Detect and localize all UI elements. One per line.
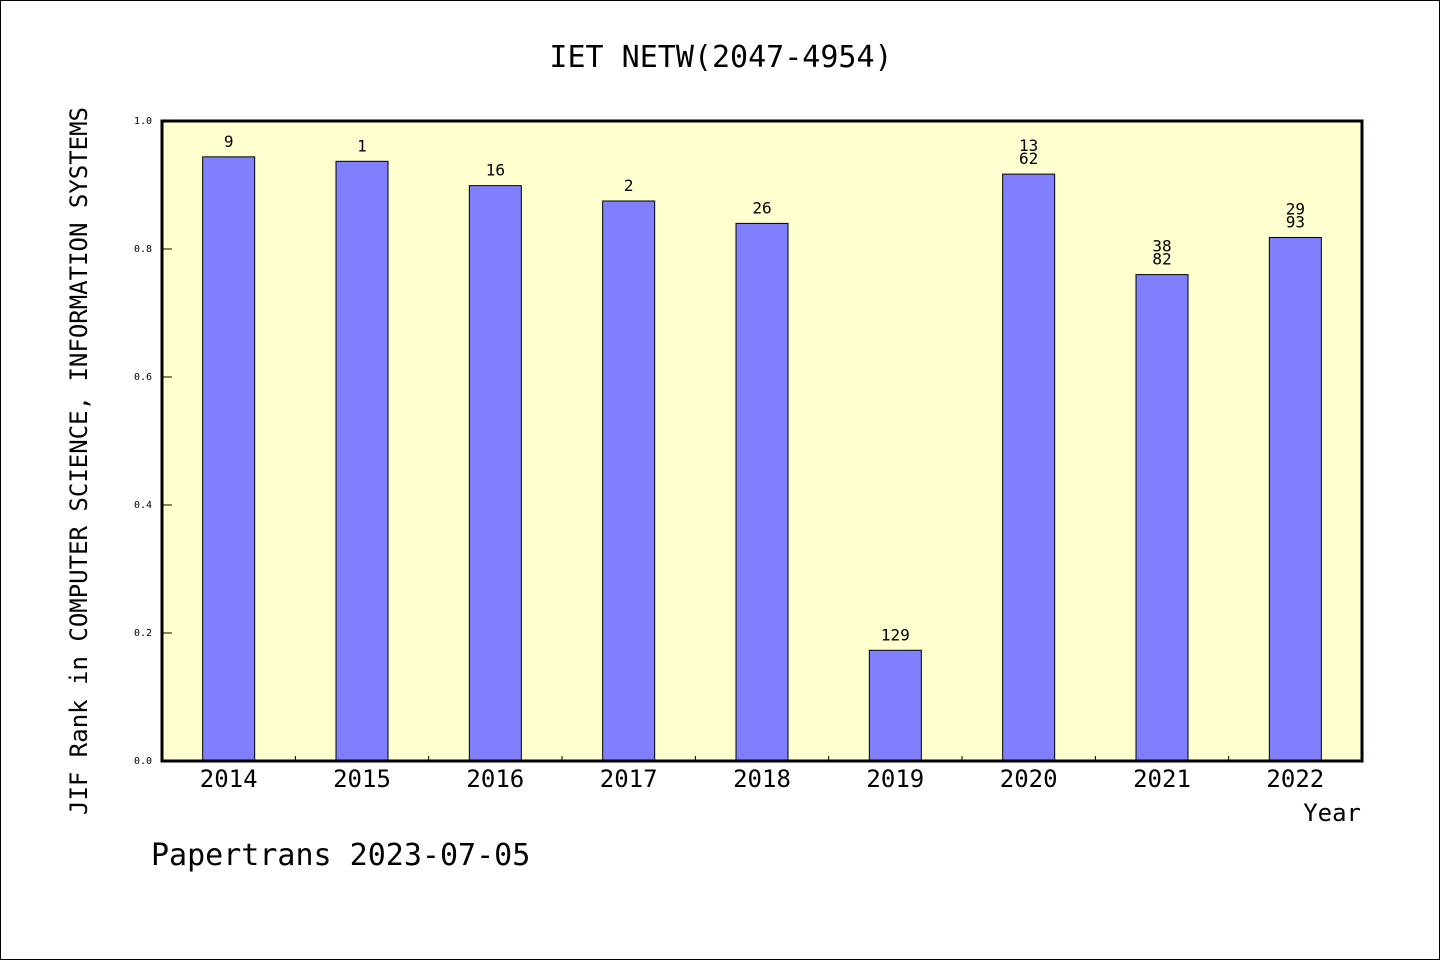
x-tick-label: 2016 bbox=[466, 765, 524, 793]
x-ticks-layer: 2014 2015 2016 2017 2018 2019 2020 2021 2022 bbox=[200, 756, 1324, 793]
bar-label: 129 bbox=[881, 625, 910, 644]
x-tick-label: 2020 bbox=[1000, 765, 1058, 793]
bar-2017 bbox=[602, 200, 656, 762]
bar-label: 26 bbox=[752, 198, 771, 217]
bar-label: 82 bbox=[1152, 250, 1171, 269]
x-tick-label: 2015 bbox=[333, 765, 391, 793]
bar-2015 bbox=[335, 160, 389, 762]
y-ticks-layer: 0.0 0.2 0.4 0.6 0.8 1.0 bbox=[134, 116, 172, 767]
x-tick-label: 2018 bbox=[733, 765, 791, 793]
bar-label: 62 bbox=[1019, 149, 1038, 168]
bar-label: 1 bbox=[357, 136, 367, 155]
bar-2020 bbox=[1002, 173, 1056, 762]
x-tick-label: 2021 bbox=[1133, 765, 1191, 793]
footer-text: Papertrans 2023-07-05 bbox=[151, 838, 530, 873]
x-tick-label: 2014 bbox=[200, 765, 258, 793]
bars-layer bbox=[202, 156, 1322, 762]
bar-2016 bbox=[468, 185, 522, 762]
x-tick-label: 2019 bbox=[866, 765, 924, 793]
bar-label: 16 bbox=[486, 161, 505, 180]
y-tick-label: 1.0 bbox=[134, 116, 152, 127]
y-tick-label: 0.6 bbox=[134, 372, 152, 383]
bar-label: 38 bbox=[1152, 237, 1171, 256]
y-axis-label: JIF Rank in COMPUTER SCIENCE, INFORMATIO… bbox=[65, 107, 93, 815]
bar-2022 bbox=[1268, 236, 1322, 762]
bar-2019 bbox=[868, 649, 922, 762]
bar-label: 29 bbox=[1286, 199, 1305, 218]
bar-label: 9 bbox=[224, 132, 234, 151]
bar-label: 2 bbox=[624, 176, 634, 195]
x-axis-label: Year bbox=[1303, 799, 1361, 827]
plot-border bbox=[160, 119, 1364, 763]
x-tick-label: 2017 bbox=[600, 765, 658, 793]
y-tick-label: 0.2 bbox=[134, 628, 152, 639]
chart-title: IET NETW(2047-4954) bbox=[549, 40, 892, 75]
x-tick-label: 2022 bbox=[1266, 765, 1324, 793]
bar-label: 93 bbox=[1286, 212, 1305, 231]
y-tick-label: 0.8 bbox=[134, 244, 152, 255]
bar-2014 bbox=[202, 156, 256, 762]
y-tick-label: 0.4 bbox=[134, 500, 152, 511]
y-tick-label: 0.0 bbox=[134, 756, 152, 767]
bar-2021 bbox=[1135, 274, 1189, 762]
bar-label: 13 bbox=[1019, 136, 1038, 155]
bar-2018 bbox=[735, 222, 789, 762]
